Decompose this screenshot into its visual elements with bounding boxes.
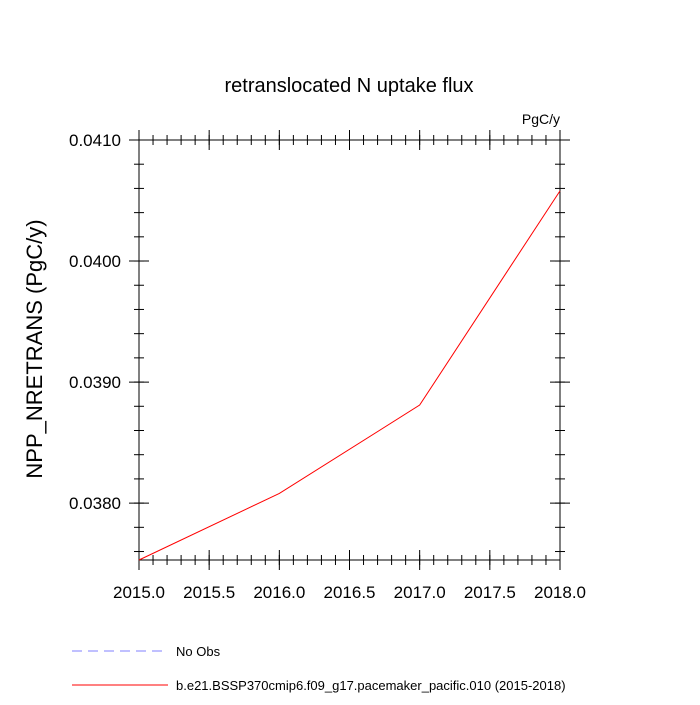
x-tick-label: 2016.5: [324, 583, 376, 602]
x-tick-label: 2015.5: [183, 583, 235, 602]
x-tick-label: 2017.5: [464, 583, 516, 602]
y-tick-label: 0.0410: [69, 131, 121, 150]
plot-area-frame: [138, 139, 561, 561]
units-label: PgC/y: [522, 111, 560, 127]
x-tick-label: 2015.0: [113, 583, 165, 602]
legend-label: b.e21.BSSP370cmip6.f09_g17.pacemaker_pac…: [176, 678, 566, 693]
y-tick-label: 0.0390: [69, 373, 121, 392]
legend: No Obs b.e21.BSSP370cmip6.f09_g17.pacemak…: [72, 644, 566, 693]
x-tick-label: 2016.0: [253, 583, 305, 602]
tick-labels: 0.0380 0.0390 0.0400 0.0410 2015.0 2015.5 2016…: [69, 131, 586, 602]
x-tick-label: 2017.0: [394, 583, 446, 602]
y-tick-label: 0.0380: [69, 494, 121, 513]
series-layer: [138, 190, 561, 561]
minor-ticks: [134, 135, 565, 565]
major-ticks: [129, 130, 570, 570]
x-tick-label: 2018.0: [534, 583, 586, 602]
chart-title: retranslocated N uptake flux: [224, 75, 473, 97]
y-axis-label: NPP_NRETRANS (PgC/y): [22, 219, 47, 478]
y-tick-label: 0.0400: [69, 252, 121, 271]
legend-label: No Obs: [176, 644, 221, 659]
series-line: [138, 190, 561, 561]
